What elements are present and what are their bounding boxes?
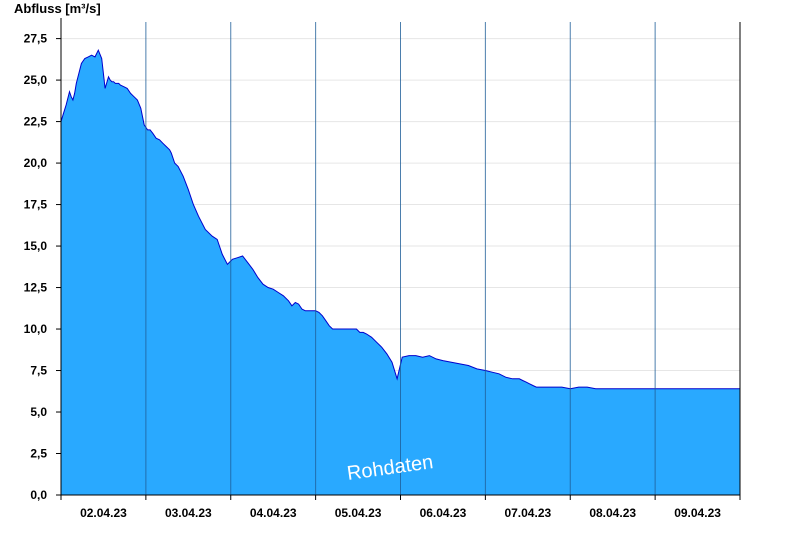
y-tick-label: 25,0 <box>24 73 48 87</box>
discharge-line <box>60 48 740 390</box>
x-tick-label: 02.04.23 <box>80 506 127 520</box>
y-axis-ticks: 0,0 2,5 5,0 7,5 10,0 12,5 15,0 17,5 20,0 22,5 25,0… <box>24 32 61 502</box>
y-tick-label: 17,5 <box>24 198 48 212</box>
y-tick-label: 2,5 <box>30 447 47 461</box>
y-tick-label: 27,5 <box>24 32 48 46</box>
y-tick-label: 15,0 <box>24 239 48 253</box>
y-tick-label: 22,5 <box>24 115 48 129</box>
y-tick-label: 5,0 <box>30 405 47 419</box>
x-tick-label: 05.04.23 <box>335 506 382 520</box>
x-axis-ticks: 02.04.23 03.04.23 04.04.23 05.04.23 06.04.23… <box>60 495 741 520</box>
x-tick-label: 03.04.23 <box>165 506 212 520</box>
x-tick-label: 08.04.23 <box>589 506 636 520</box>
day-separator-lines <box>145 22 656 495</box>
x-tick-label: 07.04.23 <box>504 506 551 520</box>
y-tick-label: 0,0 <box>30 488 47 502</box>
y-axis-label: Abfluss [m³/s] <box>14 1 101 16</box>
y-tick-label: 7,5 <box>30 364 47 378</box>
x-tick-label: 04.04.23 <box>250 506 297 520</box>
x-tick-label: 06.04.23 <box>420 506 467 520</box>
x-tick-label: 09.04.23 <box>674 506 721 520</box>
y-tick-label: 12,5 <box>24 281 48 295</box>
y-tick-label: 10,0 <box>24 322 48 336</box>
y-tick-label: 20,0 <box>24 156 48 170</box>
